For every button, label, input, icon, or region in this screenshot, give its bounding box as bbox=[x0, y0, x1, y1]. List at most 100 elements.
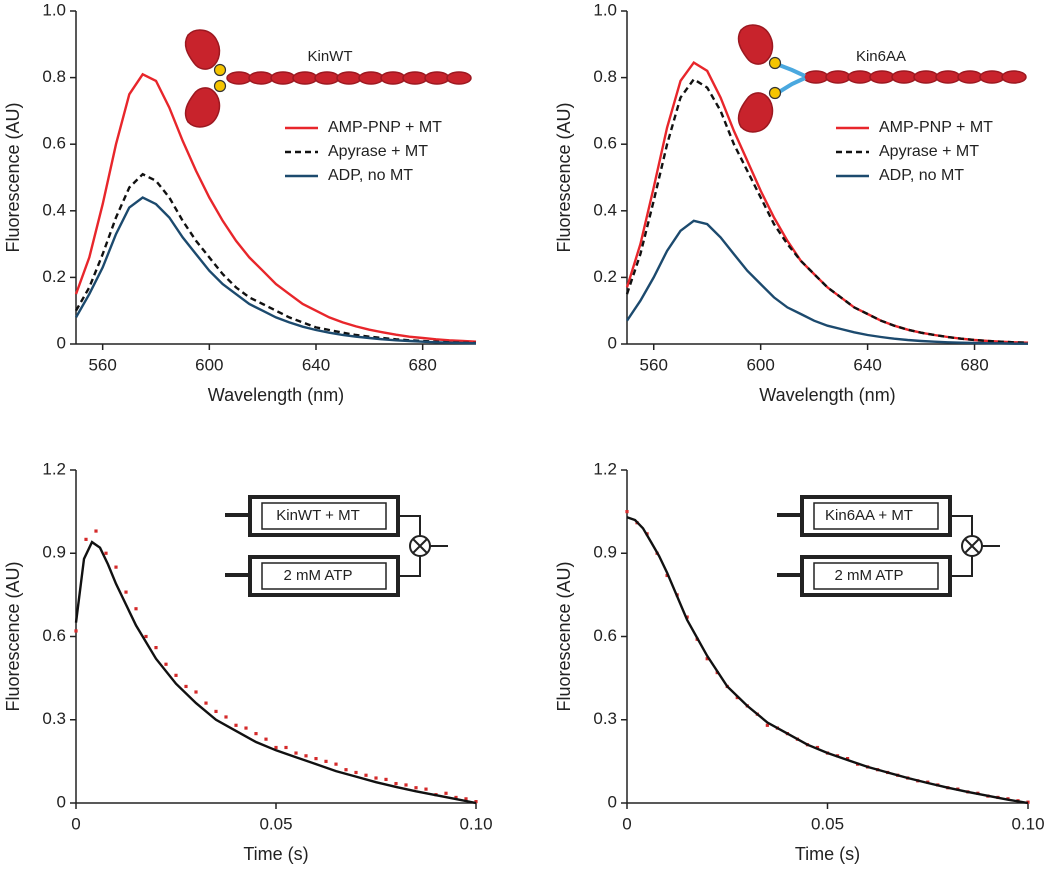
y-tick-label: 0.6 bbox=[42, 626, 66, 645]
coil-segment bbox=[270, 71, 296, 85]
coil-segment bbox=[847, 70, 873, 84]
linker-dot bbox=[768, 86, 782, 100]
motor-head bbox=[737, 24, 774, 65]
data-point bbox=[344, 768, 348, 772]
data-point bbox=[104, 551, 108, 555]
data-point bbox=[274, 745, 278, 750]
y-tick-label: 0.6 bbox=[593, 626, 617, 645]
legend-label: ADP, no MT bbox=[328, 167, 413, 184]
x-tick-label: 0.10 bbox=[1011, 814, 1044, 833]
data-point bbox=[174, 673, 178, 677]
motor-head bbox=[184, 29, 221, 70]
data-point bbox=[324, 759, 328, 763]
x-axis-title: Wavelength (nm) bbox=[208, 385, 344, 405]
data-point bbox=[204, 701, 208, 705]
annotation: 2 mM ATP bbox=[284, 567, 353, 584]
kinwt-linkers bbox=[213, 63, 227, 93]
coil-segment bbox=[314, 71, 340, 85]
coil-segment bbox=[913, 70, 939, 84]
data-point bbox=[154, 646, 158, 650]
annotation: Kin6AA + MT bbox=[825, 507, 913, 524]
y-tick-label: 0.8 bbox=[593, 67, 617, 86]
y-tick-label: 0 bbox=[608, 792, 617, 811]
spectrum-line bbox=[74, 172, 477, 345]
coil-segment bbox=[292, 71, 318, 85]
kin6aa-cartoon bbox=[737, 24, 1027, 133]
data-point bbox=[184, 684, 188, 689]
coil-segment bbox=[1001, 70, 1027, 84]
spectrum-line bbox=[74, 196, 477, 345]
data-point bbox=[815, 745, 820, 750]
coil-segment bbox=[957, 70, 983, 84]
legend-label: ADP, no MT bbox=[879, 167, 964, 184]
linker-dot bbox=[768, 56, 782, 70]
data-point bbox=[124, 590, 128, 594]
y-tick-label: 1.0 bbox=[593, 0, 617, 19]
data-point bbox=[234, 723, 238, 727]
x-tick-label: 600 bbox=[195, 355, 223, 374]
data-point bbox=[94, 529, 98, 533]
x-tick-label: 680 bbox=[408, 355, 436, 374]
coil-segment bbox=[891, 70, 917, 84]
legend-label: Apyrase + MT bbox=[879, 143, 979, 160]
data-point bbox=[334, 762, 338, 766]
y-tick-label: 0.3 bbox=[593, 709, 617, 728]
coil-segment bbox=[825, 70, 851, 84]
data-point bbox=[164, 662, 168, 666]
data-point bbox=[845, 757, 850, 761]
data-point bbox=[314, 757, 318, 761]
legend-label: Apyrase + MT bbox=[328, 143, 428, 160]
data-point bbox=[394, 781, 398, 786]
coil-segment bbox=[336, 71, 362, 85]
data-point bbox=[84, 537, 88, 541]
data-point bbox=[244, 726, 248, 730]
x-tick-label: 640 bbox=[853, 355, 881, 374]
data-point bbox=[404, 783, 408, 787]
y-tick-label: 0 bbox=[608, 333, 617, 352]
y-tick-label: 0.4 bbox=[42, 200, 66, 219]
data-point bbox=[144, 634, 148, 639]
data-point bbox=[254, 732, 258, 736]
x-tick-label: 0 bbox=[622, 814, 631, 833]
x-tick-label: 640 bbox=[302, 355, 330, 374]
y-axis-title: Fluorescence (AU) bbox=[3, 102, 23, 252]
motor-head bbox=[184, 87, 221, 128]
x-tick-label: 0.05 bbox=[811, 814, 844, 833]
flow-line bbox=[398, 515, 448, 577]
stopped-flow-diagram bbox=[777, 495, 1000, 597]
y-tick-label: 0.3 bbox=[42, 709, 66, 728]
spectrum-line bbox=[625, 60, 1029, 344]
y-tick-label: 0 bbox=[57, 792, 66, 811]
linker-dot bbox=[213, 79, 227, 93]
coil-segment bbox=[380, 71, 406, 85]
x-axis-title: Wavelength (nm) bbox=[759, 385, 895, 405]
data-point bbox=[374, 776, 378, 780]
y-axis-title: Fluorescence (AU) bbox=[3, 561, 23, 711]
coil-segment bbox=[358, 71, 384, 85]
data-point bbox=[264, 737, 268, 741]
annotation: Kin6AA bbox=[856, 48, 906, 65]
data-point bbox=[444, 791, 448, 795]
coil-segment bbox=[248, 71, 274, 85]
data-point bbox=[454, 795, 458, 800]
coil-segment bbox=[446, 71, 472, 85]
x-tick-label: 0 bbox=[71, 814, 80, 833]
fit-line bbox=[74, 540, 477, 805]
syringe-label-box bbox=[261, 502, 387, 530]
data-point bbox=[194, 690, 198, 694]
y-tick-label: 0.6 bbox=[593, 134, 617, 153]
x-tick-label: 680 bbox=[960, 355, 988, 374]
data-point bbox=[414, 786, 418, 790]
syringe-label-box bbox=[813, 562, 939, 590]
mixer-cross bbox=[412, 538, 428, 554]
data-point bbox=[134, 607, 138, 611]
data-point bbox=[474, 800, 478, 804]
syringe-label-box bbox=[813, 502, 939, 530]
motor-head bbox=[737, 92, 774, 133]
y-axis-title: Fluorescence (AU) bbox=[554, 561, 574, 711]
x-tick-label: 0.10 bbox=[459, 814, 492, 833]
coil-segment bbox=[803, 70, 829, 84]
y-tick-label: 0 bbox=[57, 333, 66, 352]
spectrum-line bbox=[74, 72, 477, 343]
